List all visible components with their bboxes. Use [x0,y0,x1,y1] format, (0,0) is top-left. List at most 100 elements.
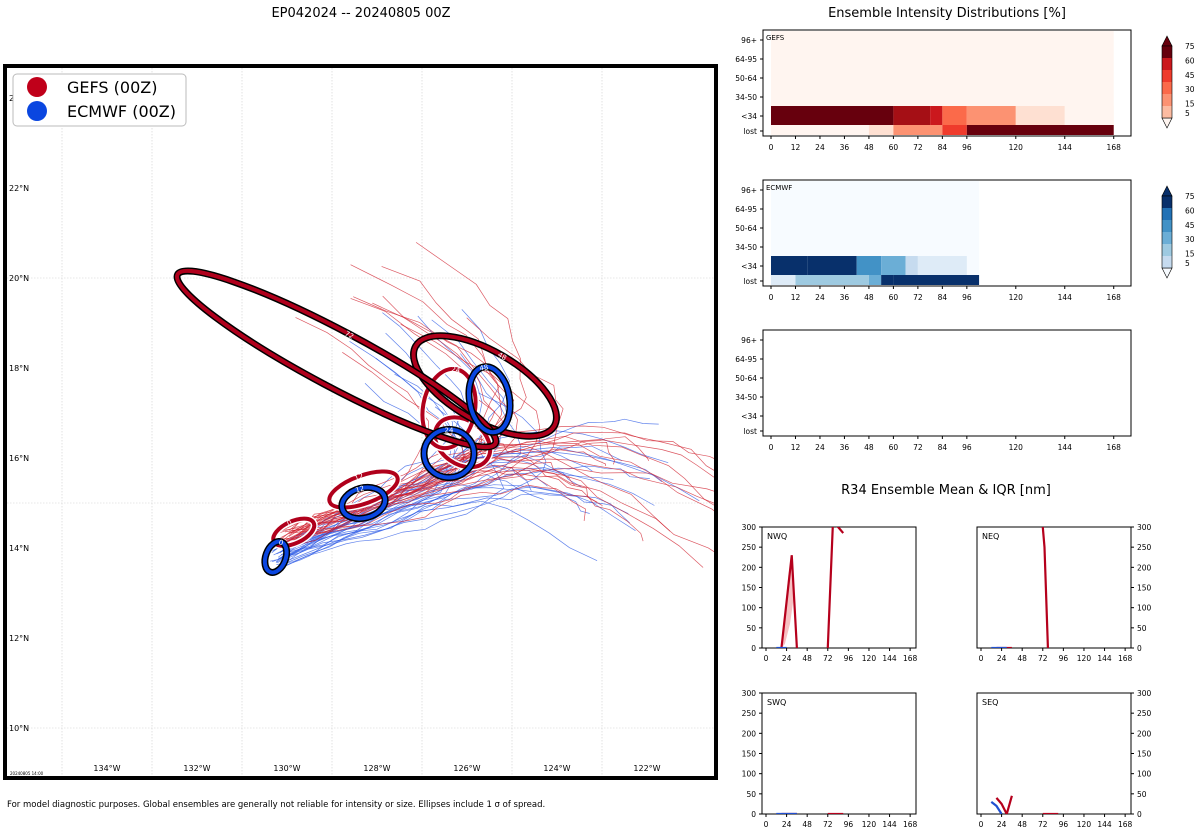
r34-panel: NEQ 0 24 48 72 96 120 144 168 0 50 100 150 200 250 300 [976,523,1152,663]
intensity-cell-lt34 [966,106,1016,125]
legend-ecmwf-label: ECMWF (00Z) [67,102,176,121]
intensity-y-label: <34 [741,412,757,421]
ensemble-track [287,317,564,541]
intensity-x-label: 120 [1009,443,1024,452]
intensity-x-label: 96 [962,293,972,302]
r34-panel: SEQ 0 24 48 72 96 120 144 168 0 50 100 150 200 250 300 [976,689,1152,829]
r34-x-label: 120 [1077,654,1092,663]
colorbar-frame [1161,45,1173,119]
intensity-y-label: lost [743,127,757,136]
lat-label: 18°N [9,364,29,373]
intensity-x-label: 12 [791,143,801,152]
r34-x-label: 120 [862,654,877,663]
gefs-ellipse: 72 [173,267,500,451]
intensity-cell-lt34 [771,256,808,275]
r34-x-label: 168 [1118,654,1133,663]
r34-x-label: 48 [1017,820,1027,829]
intensity-y-label: <34 [741,262,757,271]
r34-y-label: 250 [742,543,757,552]
r34-y-label: 150 [742,750,757,759]
intensity-x-label: 24 [815,293,825,302]
ecmwf-ellipse-label: 24 [445,427,454,435]
intensity-y-label: <34 [741,112,757,121]
r34-y-label: 50 [1137,624,1147,633]
ensemble-track [281,500,598,562]
intensity-panel-name: GEFS [766,34,785,42]
colorbar-segment [1162,106,1172,118]
r34-y-label: 300 [742,523,757,532]
gefs-ellipse-label: 48 [496,351,508,362]
colorbar-segment [1162,244,1172,256]
intensity-x-label: 48 [864,293,874,302]
intensity-x-label: 120 [1009,293,1024,302]
r34-x-label: 144 [1097,654,1112,663]
r34-x-label: 24 [997,820,1007,829]
intensity-cell-lt34 [1015,106,1065,125]
r34-series-gefs [1041,527,1050,648]
ensemble-track [290,431,715,534]
intensity-x-label: 36 [840,293,850,302]
r34-quadrant-label: NEQ [982,532,999,541]
colorbar-segment [1162,58,1172,70]
intensity-x-label: 168 [1107,443,1122,452]
r34-x-label: 144 [882,654,897,663]
ensemble-track [291,317,429,548]
colorbar-label: 75 [1185,42,1195,51]
map-frame [3,64,718,780]
gefs-ellipse-label: 12 [353,472,364,483]
r34-frame [976,526,1132,649]
r34-y-label: 300 [1137,523,1152,532]
intensity-x-label: 72 [913,293,923,302]
intensity-x-label: 84 [938,143,948,152]
intensity-x-label: 0 [769,293,774,302]
colorbar-cap [1161,267,1173,279]
ecmwf-ellipse: 0 [261,538,291,576]
r34-y-label: 200 [1137,729,1152,738]
colorbar-label: 15 [1185,250,1195,259]
r34-panel: NWQ 0 24 48 72 96 120 144 168 0 50 100 150 200 250 300 [742,523,918,663]
intensity-y-label: 64-95 [735,355,757,364]
colorbar-label: 45 [1185,71,1195,80]
intensity-cell-lt34 [893,106,931,125]
r34-y-label: 250 [742,709,757,718]
colorbar-segment [1162,94,1172,106]
intensity-cell-lost [966,125,1114,135]
intensity-cell-lost [893,125,943,135]
intensity-panel-name: ECMWF [766,184,792,192]
lon-label: 128°W [363,764,390,773]
r34-x-label: 48 [802,820,812,829]
intensity-x-label: 12 [791,443,801,452]
r34-x-label: 72 [823,820,833,829]
intensity-cell-lt34 [917,256,967,275]
intensity-y-label: 34-50 [735,393,757,402]
r34-x-label: 120 [862,820,877,829]
intensity-y-label: lost [743,277,757,286]
r34-y-label: 0 [751,644,756,653]
intensity-y-label: 96+ [741,336,757,345]
r34-y-label: 200 [1137,563,1152,572]
lat-label: 20°N [9,274,29,283]
intensity-cell-lost [942,125,967,135]
lon-label: 126°W [453,764,480,773]
ensemble-track [280,465,548,559]
ecmwf-ellipse: 12 [338,483,389,523]
r34-x-label: 72 [1038,654,1048,663]
legend-ecmwf-marker [27,101,47,121]
lon-label: 122°W [633,764,660,773]
colorbar-cap [1161,185,1173,197]
intensity-cell-lost [868,275,882,285]
r34-y-label: 250 [1137,709,1152,718]
gefs-ellipse-label: 72 [343,330,355,341]
intensity-x-label: 168 [1107,293,1122,302]
intensity-cell-lt34 [930,106,943,125]
r34-x-label: 96 [1059,654,1069,663]
intensity-title: Ensemble Intensity Distributions [%] [828,6,1066,21]
r34-y-label: 150 [1137,584,1152,593]
r34-quadrant-label: NWQ [767,532,787,541]
r34-y-label: 200 [742,563,757,572]
intensity-x-label: 168 [1107,143,1122,152]
intensity-x-label: 48 [864,143,874,152]
r34-title: R34 Ensemble Mean & IQR [nm] [841,483,1051,498]
intensity-y-label: 50-64 [735,74,757,83]
r34-frame [976,692,1132,815]
